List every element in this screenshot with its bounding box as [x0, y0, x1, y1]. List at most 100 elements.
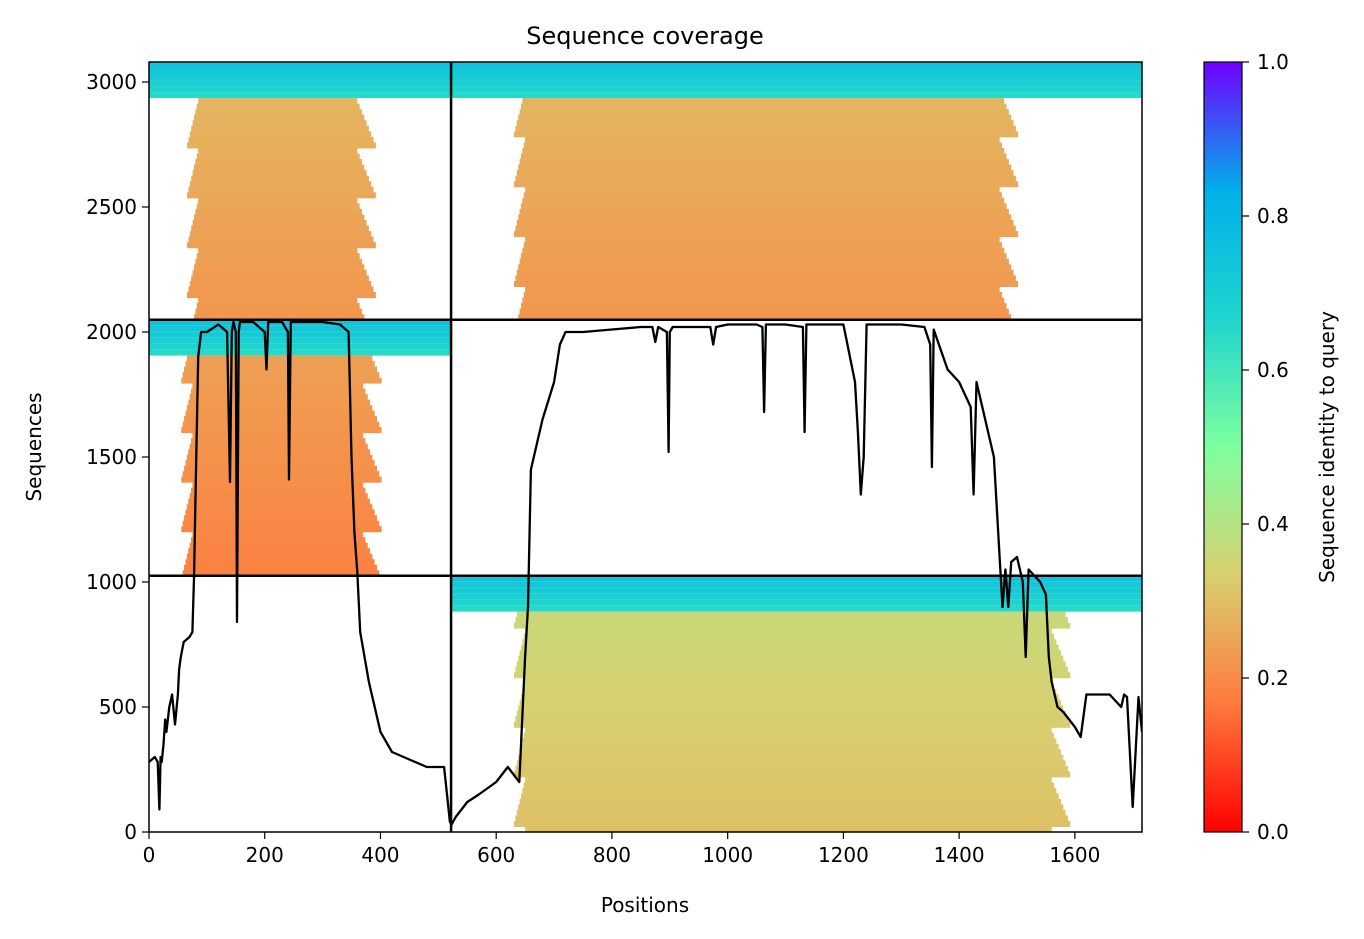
y-axis-label: Sequences	[22, 392, 46, 501]
heatmap-cell	[181, 476, 382, 483]
x-tick-label: 200	[246, 843, 284, 867]
heatmap-cell	[184, 465, 377, 472]
y-tick-label: 1500	[86, 445, 137, 469]
heatmap-cell	[188, 498, 371, 505]
heatmap-cell	[191, 438, 366, 445]
heatmap-cell	[514, 672, 1071, 679]
heatmap-cell	[198, 98, 358, 105]
heatmap-cell	[518, 754, 1064, 761]
colorbar-ticks: 0.0 0.2 0.4 0.6 0.8 1.0	[1242, 50, 1289, 844]
heatmap-cell	[149, 349, 452, 356]
heatmap-cell	[188, 236, 374, 243]
heatmap-cell	[451, 74, 1142, 81]
heatmap-cell	[186, 504, 373, 511]
heatmap-cell	[149, 325, 452, 332]
heatmap-cell	[520, 303, 1007, 310]
heatmap-cell	[182, 372, 380, 379]
heatmap-cell	[185, 460, 375, 467]
y-tick-label: 500	[99, 695, 137, 719]
x-axis-ticks: 0 200 400 600 800 1000 1200 1400 1600	[143, 832, 1100, 867]
heatmap-cell	[195, 258, 362, 265]
heatmap-cell	[192, 432, 364, 439]
heatmap-cell	[189, 231, 372, 238]
heatmap-cell	[525, 776, 1052, 783]
heatmap-cell	[188, 286, 374, 293]
heatmap-cell	[522, 787, 1057, 794]
heatmap-cell	[187, 192, 376, 199]
heatmap-cell	[194, 314, 365, 321]
heatmap-cell	[519, 308, 1009, 315]
heatmap-cell	[189, 394, 368, 401]
heatmap-cell	[516, 760, 1066, 767]
x-tick-label: 400	[361, 843, 399, 867]
heatmap-cell	[192, 269, 367, 276]
heatmap-cell	[186, 355, 373, 362]
heatmap-cell	[522, 297, 1005, 304]
heatmap-cell	[192, 120, 367, 127]
heatmap-cell	[520, 203, 1007, 210]
heatmap-block	[149, 62, 452, 321]
x-tick-label: 1200	[818, 843, 869, 867]
chain-boundaries	[149, 62, 1142, 832]
heatmap-cell	[451, 599, 1142, 606]
heatmap-cell	[187, 242, 376, 249]
x-tick-label: 1600	[1049, 843, 1100, 867]
heatmap-cell	[184, 416, 377, 423]
x-tick-label: 1000	[702, 843, 753, 867]
heatmap-cell	[520, 694, 1059, 701]
heatmap-cell	[516, 661, 1066, 668]
heatmap-cell	[196, 253, 360, 260]
heatmap-cell	[518, 164, 1012, 171]
heatmap-cell	[191, 537, 366, 544]
heatmap-cell	[181, 526, 382, 533]
coverage-heatmap	[149, 62, 1142, 832]
y-tick-label: 2500	[86, 195, 137, 219]
y-tick-label: 3000	[86, 70, 137, 94]
heatmap-cell	[194, 264, 365, 271]
heatmap-cell	[149, 343, 452, 350]
heatmap-cell	[149, 68, 452, 75]
heatmap-cell	[188, 399, 371, 406]
heatmap-cell	[523, 683, 1055, 690]
heatmap-cell	[515, 815, 1068, 822]
heatmap-cell	[196, 303, 360, 310]
heatmap-cell	[519, 749, 1061, 756]
heatmap-cell	[518, 314, 1012, 321]
heatmap-cell	[185, 559, 375, 566]
heatmap-block	[451, 62, 1142, 321]
heatmap-cell	[514, 131, 1019, 138]
heatmap-cell	[518, 705, 1064, 712]
heatmap-cell	[518, 264, 1012, 271]
heatmap-cell	[451, 80, 1142, 87]
heatmap-cell	[198, 197, 358, 204]
heatmap-cell	[194, 164, 365, 171]
heatmap-cell	[525, 677, 1052, 684]
heatmap-cell	[181, 427, 382, 434]
heatmap-cell	[195, 109, 362, 116]
heatmap-cell	[520, 793, 1059, 800]
heatmap-cell	[195, 208, 362, 215]
y-axis-ticks: 0 500 1000 1500 2000 2500 3000	[86, 70, 149, 844]
heatmap-cell	[515, 225, 1016, 232]
heatmap-cell	[185, 361, 375, 368]
heatmap-cell	[188, 186, 374, 193]
heatmap-cell	[188, 136, 374, 143]
heatmap-cell	[192, 170, 367, 177]
heatmap-cell	[515, 716, 1068, 723]
heatmap-cell	[516, 170, 1014, 177]
heatmap-cell	[184, 564, 377, 571]
heatmap-cell	[522, 98, 1005, 105]
heatmap-cell	[189, 493, 368, 500]
heatmap-cell	[525, 136, 1000, 143]
heatmap-cell	[523, 732, 1055, 739]
heatmap-cell	[149, 86, 452, 93]
heatmap-cell	[149, 337, 452, 344]
heatmap-cell	[149, 74, 452, 81]
heatmap-cell	[189, 443, 368, 450]
heatmap-cell	[519, 798, 1061, 805]
heatmap-cell	[188, 548, 371, 555]
colorbar-tick-label: 1.0	[1257, 50, 1289, 74]
heatmap-cell	[194, 114, 365, 121]
heatmap-cell	[523, 142, 1002, 149]
